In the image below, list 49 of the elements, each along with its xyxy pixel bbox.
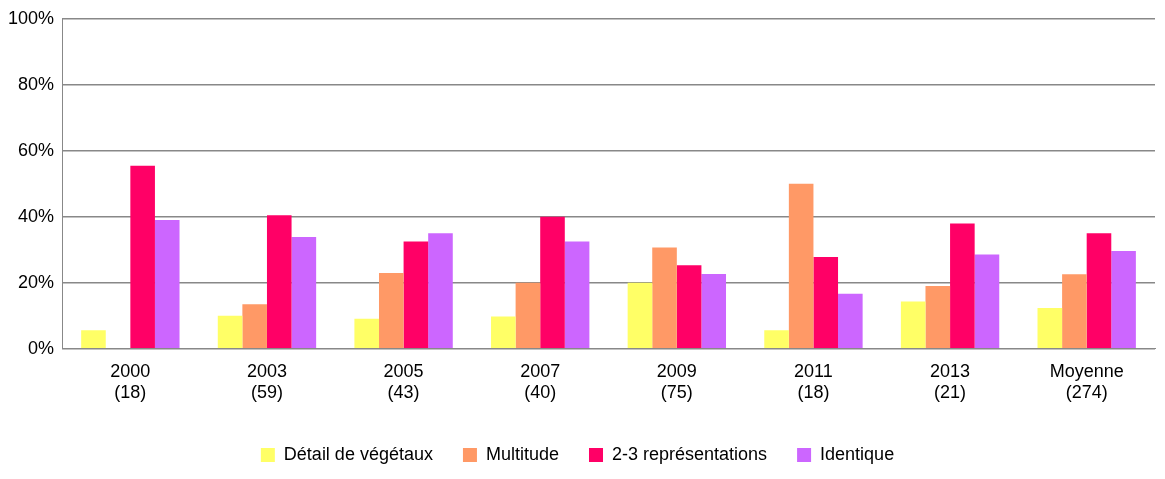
y-tick-label: 40%: [18, 205, 55, 226]
bar: [540, 216, 565, 349]
bar: [764, 330, 789, 349]
bar: [974, 254, 1000, 349]
bar: [354, 318, 379, 349]
x-tick-label: 2011 (18): [794, 360, 833, 403]
legend-label: 2-3 représentations: [611, 443, 768, 464]
bar: [242, 304, 267, 349]
x-tick-label: 2013 (21): [930, 360, 971, 403]
x-tick-label: 2003 (59): [246, 360, 287, 403]
bar: [564, 241, 590, 349]
bar: [813, 257, 839, 349]
bar: [900, 301, 926, 349]
bar: [676, 265, 702, 349]
y-tick-label: 100%: [7, 7, 55, 28]
x-tick-label: 2009 (75): [656, 360, 697, 403]
bar: [1086, 233, 1112, 349]
bar: [130, 165, 155, 349]
bar: [838, 293, 863, 349]
bar: [701, 273, 727, 349]
bar: [217, 315, 243, 349]
bar: [515, 282, 541, 349]
bar: [950, 223, 975, 349]
x-tick-label: 2007 (40): [520, 360, 561, 403]
x-tick-label: 2000 (18): [110, 360, 151, 403]
legend-label: Détail de végétaux: [283, 443, 433, 464]
y-tick-label: 20%: [18, 271, 55, 292]
bar: [788, 183, 814, 349]
bar: [1062, 274, 1087, 349]
y-tick-label: 60%: [18, 139, 55, 160]
bar: [154, 220, 180, 349]
bar: [379, 272, 404, 349]
bar: [491, 316, 516, 349]
legend-label: Multitude: [485, 443, 559, 464]
bar: [652, 247, 677, 349]
y-tick-label: 0%: [28, 337, 55, 358]
bar: [403, 241, 429, 349]
bar: [428, 233, 453, 349]
bar: [1111, 251, 1136, 349]
bar: [81, 330, 106, 349]
bar: [627, 282, 653, 349]
legend-label: Identique: [820, 443, 895, 464]
bar: [266, 215, 292, 349]
x-tick-label: Moyenne (274): [1049, 360, 1124, 403]
bar: [925, 286, 951, 349]
x-tick-label: 2005 (43): [383, 360, 424, 403]
y-tick-label: 80%: [18, 73, 55, 94]
bar: [1037, 307, 1063, 349]
bar: [291, 236, 317, 349]
